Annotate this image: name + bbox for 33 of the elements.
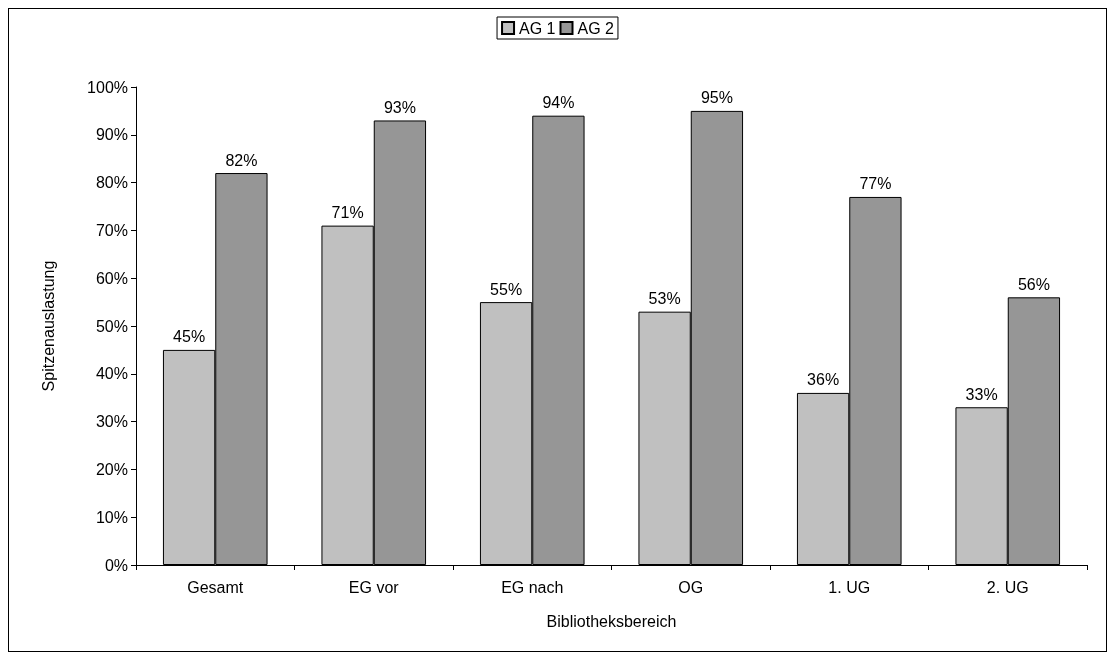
y-tick-label: 50% [95,317,128,335]
data-label: 94% [542,94,575,112]
x-tick-label: EG vor [348,578,400,596]
y-tick-label: 80% [95,174,128,192]
y-tick-label: 40% [95,365,128,383]
x-tick-label: OG [678,578,704,596]
y-tick-label: 60% [95,269,128,287]
x-tick-label: 1. UG [828,578,871,596]
y-tick-label: 90% [95,126,128,144]
data-label: 95% [700,89,733,107]
data-label: 53% [648,290,681,308]
y-axis-title: Spitzenauslastung [39,260,57,392]
y-tick-label: 20% [95,460,128,478]
legend-label: AG 2 [577,19,615,37]
x-axis-title: Bibliotheksbereich [546,612,677,630]
x-tick-label: Gesamt [187,578,244,596]
y-tick-label: 70% [95,221,128,239]
data-label: 33% [965,385,998,403]
legend-label: AG 1 [519,19,556,37]
data-label: 56% [1017,275,1050,293]
data-label: 82% [225,151,258,169]
data-label: 55% [490,280,523,298]
data-label: 45% [173,328,206,346]
y-tick-label: 0% [104,556,128,574]
x-tick-label: 2. UG [986,578,1029,596]
y-tick-label: 100% [87,78,128,96]
data-label: 77% [859,175,892,193]
y-tick-label: 10% [95,508,128,526]
x-tick-label: EG nach [501,578,564,596]
y-tick-label: 30% [95,413,128,431]
data-label: 93% [383,98,416,116]
data-label: 36% [807,371,840,389]
data-label: 71% [331,204,364,222]
